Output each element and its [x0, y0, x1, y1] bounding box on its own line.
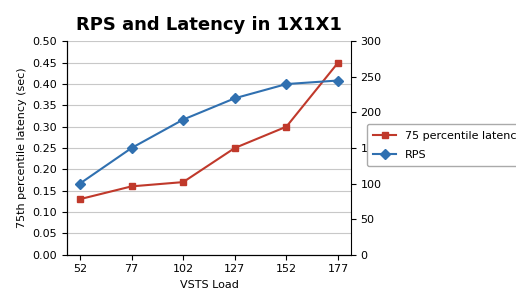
RPS [128, 146, 135, 150]
RPS [77, 182, 83, 185]
Title: RPS and Latency in 1X1X1: RPS and Latency in 1X1X1 [76, 16, 342, 34]
75 percentile latency [77, 197, 83, 201]
X-axis label: VSTS Load: VSTS Load [180, 280, 238, 290]
Line: RPS: RPS [76, 77, 342, 187]
75 percentile latency [180, 180, 186, 184]
RPS [283, 82, 289, 86]
Y-axis label: 75th percentile latency (sec): 75th percentile latency (sec) [17, 68, 27, 228]
75 percentile latency [283, 125, 289, 128]
RPS [335, 79, 341, 82]
75 percentile latency [232, 146, 238, 150]
Y-axis label: RPS: RPS [385, 137, 396, 159]
75 percentile latency [335, 61, 341, 65]
RPS [180, 118, 186, 121]
Line: 75 percentile latency: 75 percentile latency [76, 59, 342, 203]
RPS [232, 96, 238, 100]
75 percentile latency [128, 185, 135, 188]
Legend: 75 percentile latency, RPS: 75 percentile latency, RPS [367, 124, 516, 166]
